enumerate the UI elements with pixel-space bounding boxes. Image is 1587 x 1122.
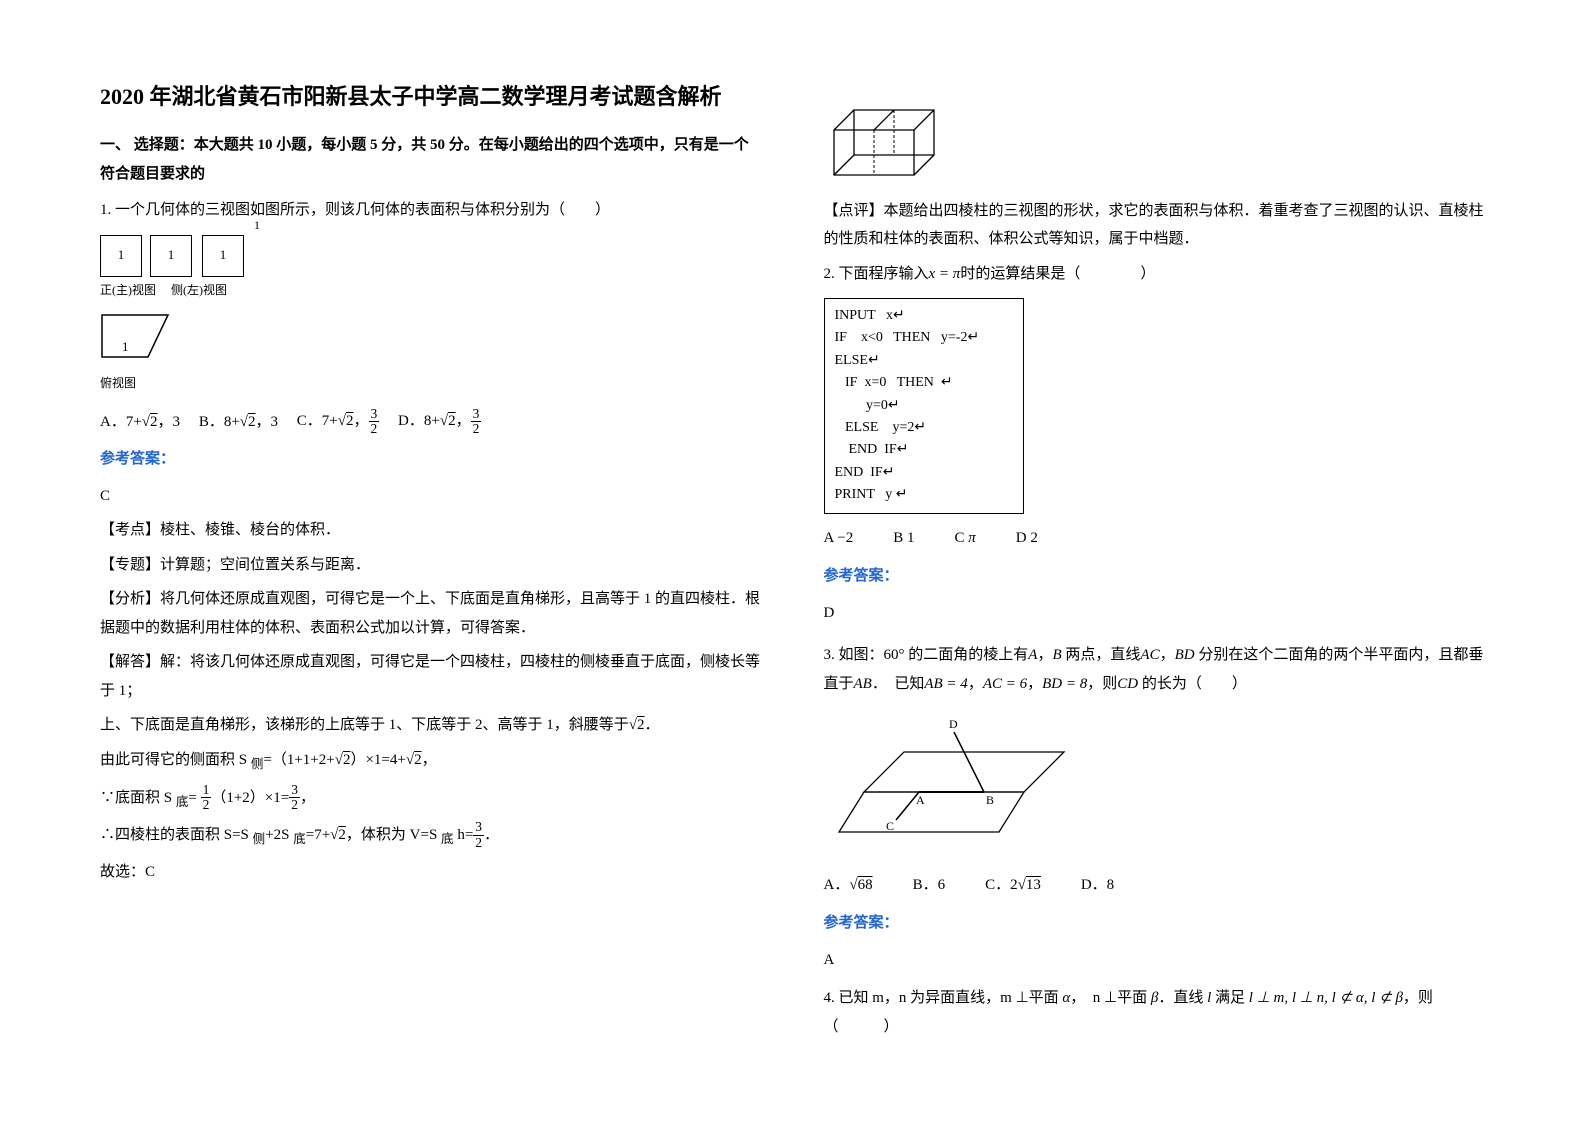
- q1-line5: 上、下底面是直角梯形，该梯形的上底等于 1、下底等于 2、高等于 1，斜腰等于√…: [100, 711, 764, 740]
- q1-line7: ∵底面积 S 底= 12（1+2）×1=32，: [100, 783, 764, 815]
- q2-optD: D 2: [1016, 524, 1038, 553]
- q1-optD: D．8+√2，32: [398, 413, 481, 429]
- top-view-svg: 1: [100, 313, 170, 359]
- page-title: 2020 年湖北省黄石市阳新县太子中学高二数学理月考试题含解析: [100, 80, 764, 113]
- q1-optC: C．7+√2，32: [297, 413, 379, 429]
- prism-figure: [824, 80, 964, 180]
- height-label: 1: [254, 214, 260, 237]
- q3-optC: C．2√13: [985, 871, 1041, 900]
- q4-text: 4. 已知 m，n 为异面直线，m ⊥平面 α， n ⊥平面 β．直线 l 满足…: [824, 984, 1488, 1041]
- front-view: 1: [100, 235, 142, 277]
- q2-optB: B 1: [893, 524, 914, 553]
- q1-options: A．7+√2，3 B．8+√2，3 C．7+√2，32 D．8+√2，32: [100, 407, 764, 438]
- svg-text:1: 1: [122, 339, 129, 354]
- q3-answer-label: 参考答案：: [824, 909, 1488, 938]
- svg-text:D: D: [949, 717, 958, 731]
- q1-line3: 【分析】将几何体还原成直观图，可得它是一个上、下底面是直角梯形，且高等于 1 的…: [100, 585, 764, 642]
- q1-answer-label: 参考答案：: [100, 445, 764, 474]
- q3-optD: D．8: [1081, 871, 1114, 900]
- q3-options: A．√68 B．6 C．2√13 D．8: [824, 871, 1488, 900]
- q3-optA: A．√68: [824, 871, 873, 900]
- q2-code-box: INPUT x↵ IF x<0 THEN y=-2↵ ELSE↵ IF x=0 …: [824, 298, 1024, 514]
- side-view-label: 侧(左)视图: [171, 283, 227, 297]
- q1-line4: 【解答】解：将该几何体还原成直观图，可得它是一个四棱柱，四棱柱的侧棱垂直于底面，…: [100, 648, 764, 705]
- q1-optA: A．7+√2，3: [100, 413, 180, 429]
- q1-line2: 【专题】计算题；空间位置关系与距离．: [100, 551, 764, 580]
- section-heading: 一、 选择题：本大题共 10 小题，每小题 5 分，共 50 分。在每小题给出的…: [100, 131, 764, 188]
- dihedral-figure: A B C D: [824, 712, 1074, 842]
- q3-answer: A: [824, 946, 1488, 975]
- svg-text:C: C: [886, 819, 894, 833]
- top-view: 1: [100, 313, 764, 370]
- q1-line8: ∴四棱柱的表面积 S=S 侧+2S 底=7+√2，体积为 V=S 底 h=32．: [100, 820, 764, 852]
- q1-comment: 【点评】本题给出四棱柱的三视图的形状，求它的表面积与体积．着重考查了三视图的认识…: [824, 197, 1488, 254]
- q3-optB: B．6: [913, 871, 946, 900]
- side-view-2: 1: [202, 235, 244, 277]
- svg-text:B: B: [986, 793, 994, 807]
- q3-text: 3. 如图：60° 的二面角的棱上有A，B 两点，直线AC，BD 分别在这个二面…: [824, 641, 1488, 698]
- q2-optA: A −2: [824, 524, 854, 553]
- view-labels: 正(主)视图 侧(左)视图: [100, 279, 764, 302]
- q1-optB: B．8+√2，3: [199, 413, 278, 429]
- svg-text:A: A: [916, 793, 925, 807]
- q1-line9: 故选：C: [100, 858, 764, 887]
- q2-optC: C π: [954, 524, 975, 553]
- q2-answer-label: 参考答案：: [824, 562, 1488, 591]
- front-view-label: 正(主)视图: [100, 283, 156, 297]
- q1-text: 1. 一个几何体的三视图如图所示，则该几何体的表面积与体积分别为（ ）: [100, 196, 764, 225]
- q2-answer: D: [824, 599, 1488, 628]
- q1-line1: 【考点】棱柱、棱锥、棱台的体积．: [100, 516, 764, 545]
- side-view: 1: [150, 235, 192, 277]
- q2-text: 2. 下面程序输入x = π时的运算结果是（ ）: [824, 260, 1488, 289]
- top-view-label: 俯视图: [100, 372, 764, 395]
- q1-line6: 由此可得它的侧面积 S 侧=（1+1+2+√2）×1=4+√2，: [100, 746, 764, 777]
- q1-answer: C: [100, 482, 764, 511]
- q2-options: A −2 B 1 C π D 2: [824, 524, 1488, 553]
- three-views-row: 1 1 1 1: [100, 235, 764, 277]
